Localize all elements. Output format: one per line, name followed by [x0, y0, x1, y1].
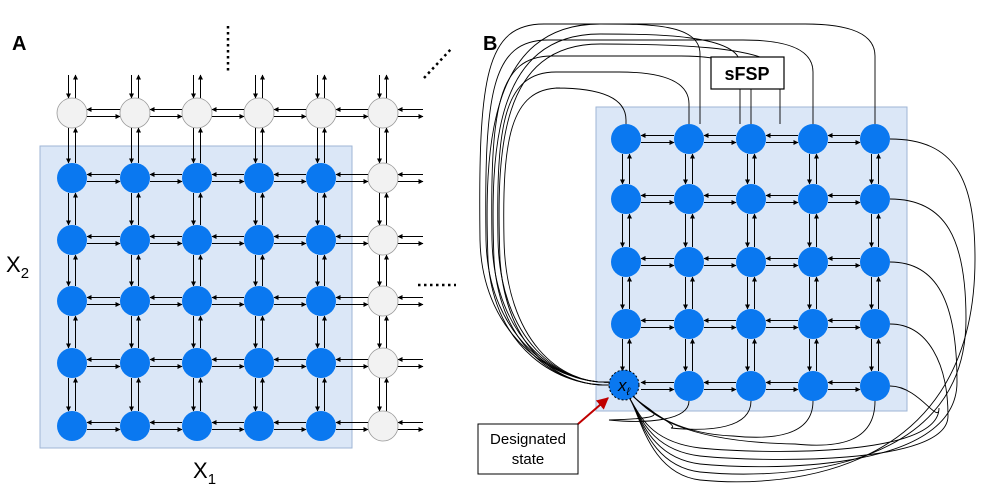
panel-b-states	[611, 124, 890, 401]
truncated-state-node	[243, 97, 275, 129]
truncated-state-node	[367, 97, 399, 129]
state-node	[674, 247, 704, 277]
state-node	[798, 247, 828, 277]
sink-transition-loop	[486, 23, 701, 386]
x1-axis-label: X1	[193, 458, 216, 488]
sink-transition-loop	[497, 71, 690, 383]
sink-transition-loop	[503, 87, 627, 383]
panel-a: A X1 X2	[6, 26, 456, 488]
state-node	[306, 225, 336, 255]
panel-b: B sFSP xℓ Designated state	[477, 23, 976, 483]
state-node	[57, 348, 87, 378]
sfsp-label-box: sFSP	[710, 56, 785, 90]
state-node	[182, 348, 212, 378]
state-node	[57, 225, 87, 255]
state-node	[120, 348, 150, 378]
state-node	[860, 371, 890, 401]
callout-line-1: Designated	[490, 431, 566, 448]
state-node	[244, 225, 274, 255]
truncated-state-node	[305, 97, 337, 129]
state-node	[674, 184, 704, 214]
state-node	[611, 247, 641, 277]
state-node	[798, 371, 828, 401]
designated-state-node: xℓ	[608, 369, 640, 401]
state-node	[120, 286, 150, 316]
sink-transition-loop	[629, 261, 958, 468]
truncated-state-node	[367, 224, 399, 256]
state-node	[182, 225, 212, 255]
sink-transition-loop	[629, 323, 949, 460]
truncated-state-node	[56, 97, 88, 129]
truncated-state-node	[181, 97, 213, 129]
state-node	[674, 124, 704, 154]
state-node	[798, 184, 828, 214]
truncated-state-node	[367, 162, 399, 194]
diagonal-continuation-dots	[423, 47, 453, 79]
state-node	[736, 371, 766, 401]
state-node	[860, 247, 890, 277]
state-node	[611, 184, 641, 214]
sink-transition-loop	[629, 198, 967, 475]
panel-b-transitions	[620, 133, 881, 392]
sink-transition-loop	[498, 43, 781, 386]
state-node	[611, 309, 641, 339]
state-node	[736, 124, 766, 154]
state-node	[860, 309, 890, 339]
designated-state-callout: Designated state	[477, 397, 609, 475]
sink-transition-loop	[629, 138, 976, 483]
state-node	[306, 286, 336, 316]
panel-a-states	[56, 97, 399, 442]
callout-box	[477, 423, 579, 475]
state-node	[182, 411, 212, 441]
state-node	[57, 163, 87, 193]
panel-b-sink-transitions	[479, 23, 976, 483]
truncated-state-node	[367, 347, 399, 379]
state-node	[244, 163, 274, 193]
state-node	[611, 124, 641, 154]
state-node	[860, 124, 890, 154]
sink-transition-loop	[633, 396, 814, 438]
panel-a-transitions	[66, 74, 424, 432]
state-node	[120, 163, 150, 193]
state-node	[182, 163, 212, 193]
state-node	[798, 309, 828, 339]
x2-axis-label: X2	[6, 252, 29, 282]
state-node	[736, 247, 766, 277]
state-node	[674, 309, 704, 339]
designated-state-label: xℓ	[617, 376, 631, 398]
state-node	[244, 411, 274, 441]
callout-arrow	[577, 397, 609, 425]
truncated-state-node	[367, 285, 399, 317]
panel-b-letter: B	[483, 33, 497, 55]
state-node	[674, 371, 704, 401]
sink-transition-loop	[492, 33, 741, 386]
state-node	[860, 184, 890, 214]
state-node	[120, 225, 150, 255]
sink-transition-loop	[633, 396, 876, 446]
sink-transition-loop	[633, 396, 752, 430]
state-node	[57, 411, 87, 441]
callout-line-2: state	[512, 451, 545, 468]
state-node	[736, 309, 766, 339]
state-node	[736, 184, 766, 214]
sink-transition-loop	[629, 385, 940, 452]
state-node	[244, 348, 274, 378]
state-node	[182, 286, 212, 316]
state-node	[57, 286, 87, 316]
state-node	[120, 411, 150, 441]
truncated-state-node	[119, 97, 151, 129]
panel-a-letter: A	[12, 33, 26, 55]
sfsp-label: sFSP	[724, 64, 769, 84]
state-node	[798, 124, 828, 154]
truncated-state-node	[367, 410, 399, 442]
state-node	[306, 411, 336, 441]
state-node	[244, 286, 274, 316]
state-node	[306, 163, 336, 193]
state-node	[306, 348, 336, 378]
